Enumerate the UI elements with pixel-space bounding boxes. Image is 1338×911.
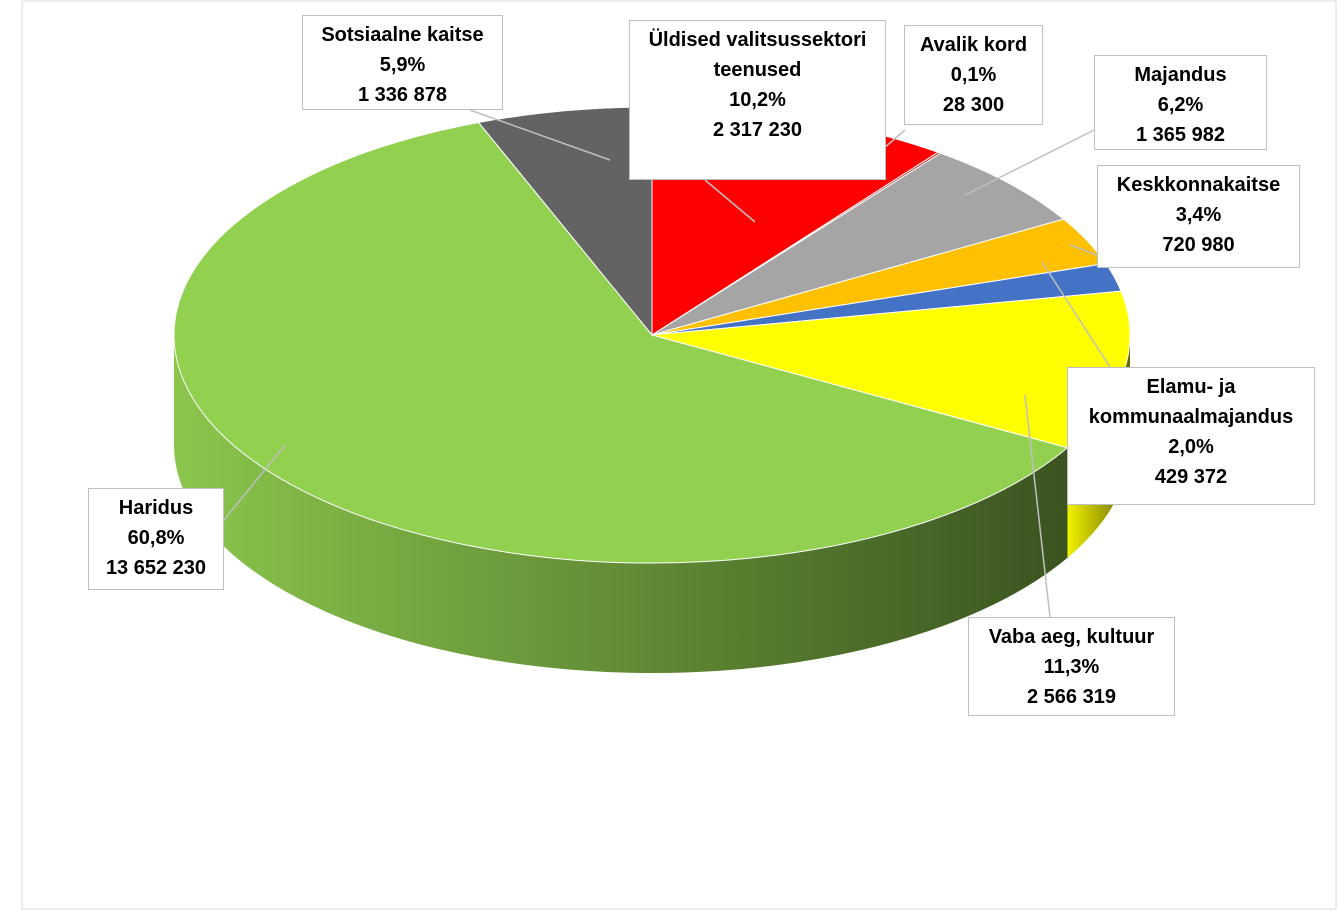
data-label: Majandus 6,2% 1 365 982 xyxy=(1094,55,1267,150)
leader-line xyxy=(1069,244,1098,256)
label-value: 13 652 230 xyxy=(105,557,207,579)
slice xyxy=(651,152,1065,336)
label-value: 2 317 230 xyxy=(713,119,802,141)
label-name: Vaba aeg, kultuur xyxy=(988,626,1155,648)
label-name: Üldised valitsussektori teenused xyxy=(648,29,867,81)
leader-line xyxy=(1041,261,1111,368)
data-label: Vaba aeg, kultuur 11,3% 2 566 319 xyxy=(968,617,1175,716)
label-name: Avalik kord xyxy=(919,34,1028,56)
leader-line xyxy=(704,179,756,223)
label-value: 60,8% xyxy=(127,527,185,549)
leader-line xyxy=(223,444,286,521)
label-name: Sotsiaalne kaitse xyxy=(321,24,484,46)
label-value: 10,2% xyxy=(729,89,786,111)
label-value: 720 980 xyxy=(1162,234,1235,256)
data-label: Üldised valitsussektori teenused 10,2% 2 3… xyxy=(629,20,886,180)
label-name: Haridus xyxy=(118,497,194,519)
label-value: 429 372 xyxy=(1154,466,1228,488)
slice-side-shade xyxy=(174,335,1068,673)
label-value: 1 365 982 xyxy=(1136,124,1225,146)
label-value: 11,3% xyxy=(1043,656,1100,678)
leader-line xyxy=(964,129,1095,196)
leader-line xyxy=(469,109,611,161)
data-label: Haridus 60,8% 13 652 230 xyxy=(88,488,224,590)
leader-line xyxy=(1024,394,1051,618)
data-label: Keskkonnakaitse 3,4% 720 980 xyxy=(1097,165,1300,268)
data-label: Elamu- ja kommunaalmajandus 2,0% 429 372 xyxy=(1067,367,1315,505)
label-name: Keskkonnakaitse xyxy=(1116,174,1281,196)
label-value: 2,0% xyxy=(1168,436,1214,458)
data-label: Avalik kord 0,1% 28 300 xyxy=(904,25,1043,125)
label-value: 3,4% xyxy=(1175,204,1222,226)
slice xyxy=(173,121,1069,564)
label-value: 1 336 878 xyxy=(358,84,447,106)
chart-border xyxy=(21,0,1337,910)
label-value: 2 566 319 xyxy=(1027,686,1116,708)
data-label: Sotsiaalne kaitse 5,9% 1 336 878 xyxy=(302,15,503,110)
label-name: Majandus xyxy=(1134,64,1227,86)
label-name: Elamu- ja kommunaalmajandus xyxy=(1088,376,1294,428)
label-value: 28 300 xyxy=(942,94,1005,116)
label-value: 6,2% xyxy=(1157,94,1204,116)
label-value: 5,9% xyxy=(379,54,426,76)
label-value: 0,1% xyxy=(950,64,997,86)
